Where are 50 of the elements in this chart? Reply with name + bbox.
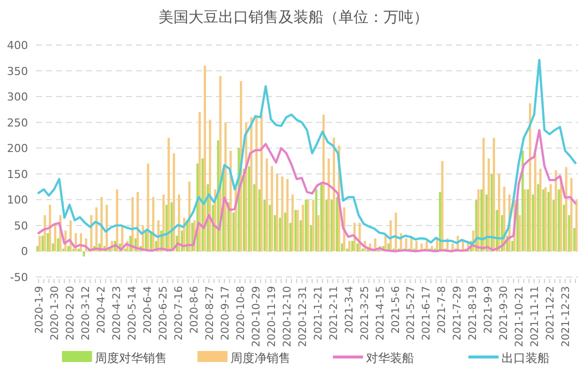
x-tick-label: 2021-3-25	[358, 286, 371, 340]
x-tick-label: 2020-5-14	[126, 286, 138, 340]
x-tick-label: 2020-12-10	[281, 286, 294, 348]
x-tick-label: 2020-6-4	[142, 286, 154, 334]
y-tick-label: 100	[7, 194, 28, 207]
x-tick-label: 2021-4-15	[374, 286, 386, 340]
y-tick-label: 150	[7, 168, 28, 181]
x-tick-label: 2021-12-2	[544, 286, 557, 340]
x-tick-label: 2021-6-17	[420, 286, 433, 340]
x-tick-label: 2020-6-25	[157, 286, 170, 340]
x-tick-label: 2021-8-19	[467, 286, 480, 340]
x-tick-label: 2021-5-6	[390, 286, 402, 334]
legend-label: 周度净销售	[230, 351, 290, 365]
x-tick-label: 2021-12-23	[560, 286, 572, 348]
y-tick-label: 250	[7, 116, 28, 130]
x-tick-label: 2020-12-31	[296, 286, 309, 348]
x-tick-label: 2020-3-12	[80, 286, 92, 340]
y-tick-label: 50	[14, 219, 28, 232]
legend-label: 对华装船	[366, 351, 414, 365]
legend-label: 周度对华销售	[95, 351, 167, 365]
x-tick-label: 2021-7-29	[452, 286, 464, 340]
x-tick-label: 2020-10-8	[234, 286, 247, 340]
legend-label: 出口装船	[502, 351, 550, 365]
x-tick-label: 2020-8-6	[188, 286, 200, 334]
x-tick-label: 2021-9-30	[498, 286, 510, 340]
y-tick-label: -50	[10, 271, 28, 284]
x-tick-label: 2020-1-9	[34, 286, 46, 334]
x-tick-label: 2020-2-20	[64, 286, 77, 340]
x-tick-label: 2021-3-4	[343, 286, 356, 334]
y-tick-label: 400	[7, 39, 28, 52]
x-tick-label: 2021-7-8	[436, 286, 448, 334]
x-tick-label: 2020-9-17	[219, 286, 232, 340]
y-tick-label: 300	[7, 90, 28, 104]
x-tick-label: 2020-1-30	[49, 286, 62, 340]
y-tick-label: 350	[7, 64, 28, 78]
chart-title: 美国大豆出口销售及装船（单位：万吨）	[158, 8, 428, 26]
x-tick-label: 2021-1-21	[312, 286, 324, 340]
y-tick-label: 200	[7, 142, 28, 156]
x-tick-label: 2021-5-27	[405, 286, 418, 340]
x-tick-label: 2021-11-11	[529, 286, 542, 348]
x-tick-label: 2020-4-2	[96, 286, 108, 334]
x-tick-label: 2021-10-21	[514, 286, 526, 348]
x-tick-label: 2020-4-23	[111, 286, 124, 340]
x-tick-label: 2021-2-11	[328, 286, 340, 340]
x-tick-label: 2020-10-29	[250, 286, 262, 348]
y-tick-label: 0	[21, 245, 28, 258]
x-tick-label: 2021-9-9	[482, 286, 495, 334]
x-tick-label: 2020-7-16	[172, 286, 185, 340]
x-tick-label: 2020-11-19	[266, 286, 278, 348]
x-tick-label: 2020-8-27	[204, 286, 216, 340]
